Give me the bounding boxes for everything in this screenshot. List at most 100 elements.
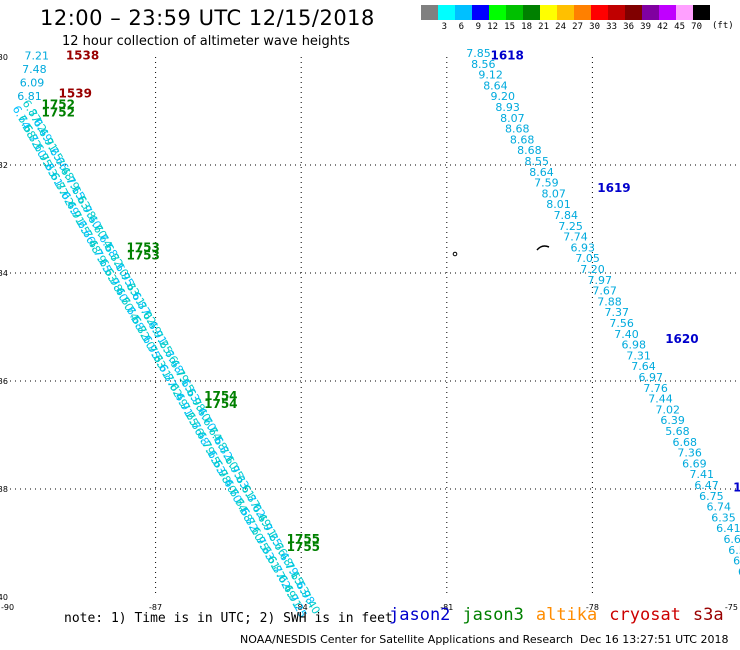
swh-value: 7.05 — [575, 252, 600, 265]
color-scale-label: 70 — [691, 22, 702, 32]
swh-value: 8.64 — [483, 79, 508, 92]
swh-value: 6.39 — [660, 414, 685, 427]
swh-value: 8.56 — [471, 58, 496, 71]
footer-credit: NOAA/NESDIS Center for Satellite Applica… — [240, 633, 574, 646]
x-tick-label: -90 — [1, 603, 14, 612]
swh-value: 7.41 — [689, 468, 714, 481]
legend-item-s3a: s3a — [692, 605, 724, 625]
color-scale-label: 6 — [458, 22, 464, 32]
x-tick-label: -75 — [725, 603, 738, 612]
pass-time-label: 1753 — [126, 240, 159, 254]
y-tick-label: -34 — [0, 269, 8, 278]
swh-value: 6.97 — [639, 371, 664, 384]
color-swatch: 21 — [538, 5, 557, 32]
pass-time-label: 162 — [733, 481, 740, 495]
x-tick-label: -87 — [149, 603, 162, 612]
pass-time-label: 1752 — [42, 97, 75, 111]
color-swatch: 36 — [623, 5, 642, 32]
swh-value: 6.81 — [17, 90, 41, 103]
color-swatch: 9 — [472, 5, 489, 32]
color-scale-label: 18 — [521, 22, 532, 32]
pass-time-label: 1539 — [59, 87, 92, 101]
color-swatch: 39 — [640, 5, 659, 32]
swh-value: 7.59 — [534, 177, 559, 190]
swh-value: 7.84 — [554, 209, 579, 222]
swh-value: 7.25 — [558, 220, 583, 233]
swh-value: 9.20 — [490, 90, 514, 103]
swh-value: 7.88 — [597, 295, 622, 308]
legend-item-altika: altika — [535, 605, 598, 625]
swh-value: 7.85 — [466, 47, 491, 60]
swh-value: 6.68 — [672, 436, 697, 449]
island-mark — [452, 251, 458, 257]
swh-value: 7.74 — [563, 231, 588, 244]
color-scale-label: 30 — [589, 22, 600, 32]
swh-value: 6.41 — [716, 522, 740, 535]
color-scale-bar: 3 6 9 12 15 18 21 24 27 30 33 36 39 42 45 70 — [421, 5, 710, 32]
footer-timestamp: Dec 16 13:27:51 UTC 2018 — [580, 633, 729, 646]
swh-value: 6.35 — [711, 511, 736, 524]
y-tick-label: -30 — [0, 53, 8, 62]
color-scale-unit: (ft) — [712, 21, 734, 31]
pass-time-label: 1618 — [490, 49, 523, 63]
swh-value: 7.20 — [580, 263, 605, 276]
color-swatch: 3 — [438, 5, 455, 32]
legend-item-jason2: jason2 — [389, 605, 451, 625]
color-scale-label: 27 — [572, 22, 583, 32]
swh-value: 6.91 — [733, 555, 740, 568]
swh-value: 8.68 — [510, 133, 534, 146]
swh-value: 6.93 — [571, 241, 596, 254]
pass-time-label: 1752 — [42, 105, 75, 119]
color-swatch: 42 — [657, 5, 676, 32]
color-swatch: 15 — [504, 5, 523, 32]
swh-value: 6.74 — [706, 501, 731, 514]
pass-time-label: 1755 — [287, 532, 320, 546]
chart-subtitle: 12 hour collection of altimeter wave hei… — [62, 34, 350, 49]
chart-title: 12:00 – 23:59 UTC 12/15/2018 — [40, 6, 375, 30]
swh-value: 7.64 — [631, 360, 656, 373]
swh-value: 6.71 — [738, 565, 740, 578]
swh-value: 8.68 — [517, 144, 542, 157]
color-swatch: 33 — [606, 5, 625, 32]
color-scale-label: 21 — [538, 22, 549, 32]
swh-value: 8.07 — [500, 112, 524, 125]
swh-value: 7.31 — [626, 349, 651, 362]
swh-value: 5.68 — [665, 425, 690, 438]
color-swatch: 70 — [691, 5, 710, 32]
color-scale-label: 39 — [640, 22, 651, 32]
pass-time-label: 1753 — [126, 249, 159, 263]
x-tick-label: -78 — [586, 603, 599, 612]
color-scale-label: 12 — [487, 22, 498, 32]
swh-value: 8.68 — [505, 123, 530, 136]
swh-value: 6.56 — [728, 544, 740, 557]
x-tick-label: -84 — [295, 603, 308, 612]
legend-item-cryosat: cryosat — [609, 605, 681, 625]
color-scale-label: 3 — [441, 22, 447, 32]
color-swatch: 45 — [674, 5, 693, 32]
y-tick-label: -32 — [0, 161, 8, 170]
y-tick-label: -38 — [0, 485, 8, 494]
swh-value: 7.67 — [592, 285, 617, 298]
color-scale-label: 42 — [657, 22, 668, 32]
footer-note: note: 1) Time is in UTC; 2) SWH is in fe… — [64, 611, 393, 626]
swh-value: 7.02 — [655, 403, 680, 416]
island-mark — [536, 245, 550, 251]
swh-value: 8.64 — [529, 166, 554, 179]
pass-time-label: 1538 — [66, 49, 99, 63]
swh-value: 7.76 — [643, 382, 668, 395]
color-swatch: 12 — [487, 5, 506, 32]
swh-value: 7.40 — [614, 328, 639, 341]
legend-item-jason3: jason3 — [462, 605, 524, 625]
pass-time-label: 1619 — [597, 181, 630, 195]
swh-value: 7.36 — [677, 447, 702, 460]
color-scale-label: 33 — [606, 22, 617, 32]
swh-value: 7.44 — [648, 393, 673, 406]
swh-value: 8.01 — [546, 198, 571, 211]
swh-value: 7.48 — [22, 63, 46, 76]
color-scale-label: 9 — [475, 22, 481, 32]
pass-time-label: 1755 — [287, 540, 320, 554]
color-scale-label: 15 — [504, 22, 515, 32]
y-tick-label: -40 — [0, 593, 8, 602]
swh-value: 8.07 — [541, 187, 566, 200]
